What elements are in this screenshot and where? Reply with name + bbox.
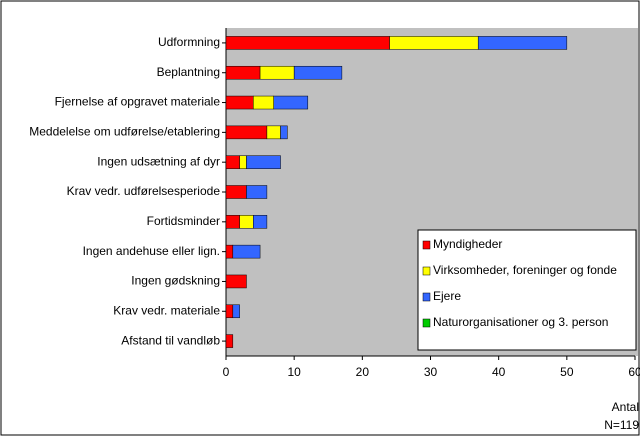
bar-segment: [225, 155, 240, 169]
legend-swatch: [422, 240, 431, 250]
bar-segment: [259, 65, 295, 80]
bar-segment: [225, 36, 390, 50]
x-tick-label: 60: [628, 365, 640, 379]
bar-segment: [389, 36, 479, 50]
y-tick-label: Ingen gødskning: [131, 274, 220, 288]
x-axis-label: Antal: [612, 400, 639, 414]
legend-swatch: [422, 266, 431, 276]
bar-segment: [239, 215, 254, 229]
legend-label: Myndigheder: [433, 237, 502, 251]
legend-box: [417, 229, 637, 351]
legend-swatch: [422, 292, 431, 302]
bar-segment: [280, 125, 288, 140]
bar-segment: [273, 95, 309, 110]
legend-label: Naturorganisationer og 3. person: [433, 315, 608, 329]
legend-label: Ejere: [433, 289, 461, 303]
y-tick-label: Fortidsminder: [147, 214, 220, 228]
y-tick-label: Ingen udsætning af dyr: [97, 154, 220, 168]
x-tick-label: 10: [287, 365, 301, 379]
legend-swatch: [422, 318, 431, 328]
y-tick-label: Meddelelse om udførelse/etablering: [29, 125, 220, 139]
bar-segment: [477, 36, 568, 50]
y-tick-label: Beplantning: [157, 65, 220, 79]
bar-segment: [225, 95, 254, 110]
bar-segment: [246, 185, 268, 199]
bar-segment: [225, 274, 247, 289]
legend-label: Virksomheder, foreninger og fonde: [433, 263, 617, 277]
bar-segment: [232, 304, 240, 319]
x-tick-label: 20: [356, 365, 370, 379]
bar-segment: [225, 334, 234, 348]
x-tick-label: 50: [560, 365, 574, 379]
bar-segment: [293, 65, 343, 80]
bar-segment: [225, 215, 240, 229]
y-tick-label: Udformning: [158, 35, 220, 49]
x-tick-label: 40: [492, 365, 506, 379]
bar-segment: [232, 244, 261, 259]
annotation: N=119: [604, 418, 639, 432]
y-tick-label: Ingen andehuse eller lign.: [83, 244, 220, 258]
y-tick-label: Krav vedr. udførelsesperiode: [67, 184, 221, 198]
bar-segment: [253, 215, 268, 229]
bar-segment: [266, 125, 281, 140]
bar-segment: [225, 304, 234, 319]
bar-segment: [253, 95, 274, 110]
bar-segment: [239, 155, 247, 169]
y-tick-label: Krav vedr. materiale: [113, 303, 220, 317]
bar-segment: [225, 65, 261, 80]
y-tick-label: Fjernelse af opgravet materiale: [55, 95, 221, 109]
bar-segment: [246, 155, 281, 169]
bar-segment: [225, 185, 247, 199]
bar-segment: [225, 244, 234, 259]
bar-segment: [225, 125, 268, 140]
y-tick-label: Afstand til vandløb: [121, 333, 220, 347]
x-tick-label: 0: [223, 365, 230, 379]
x-tick-label: 30: [424, 365, 438, 379]
